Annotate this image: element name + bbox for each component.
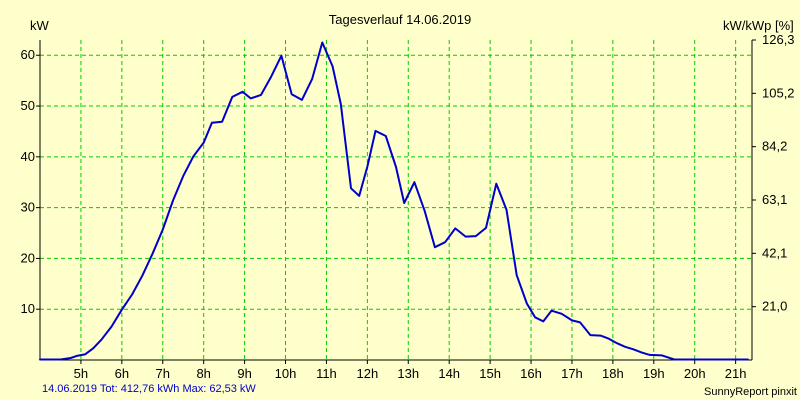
y-tick-label-left: 60 (21, 47, 35, 62)
series-layer (39, 41, 749, 361)
chart-title: Tagesverlauf 14.06.2019 (329, 12, 471, 27)
y-tick-label-left: 30 (21, 200, 35, 215)
x-tick-label: 15h (479, 366, 501, 381)
x-tick-label: 20h (684, 366, 706, 381)
x-tick-label: 5h (74, 366, 88, 381)
y-axis-left-label: kW (30, 18, 50, 33)
x-tick-label: 13h (397, 366, 419, 381)
x-tick-label: 19h (643, 366, 665, 381)
x-tick-label: 8h (196, 366, 210, 381)
tick-layer: 10 20 30 40 50 60 21,0 42,1 63,1 84,2 105,2 126,3 5h… (21, 32, 795, 381)
y-tick-label-right: 105,2 (762, 85, 795, 100)
x-tick-label: 16h (520, 366, 542, 381)
y-tick-label-left: 20 (21, 250, 35, 265)
footer-summary: 14.06.2019 Tot: 412,76 kWh Max: 62,53 kW (42, 383, 256, 395)
y-tick-label-right: 21,0 (762, 299, 787, 314)
y-tick-label-right: 126,3 (762, 32, 795, 47)
y-tick-label-right: 84,2 (762, 139, 787, 154)
y-tick-label-right: 42,1 (762, 245, 787, 260)
y-tick-label-right: 63,1 (762, 192, 787, 207)
x-tick-label: 21h (725, 366, 747, 381)
y-tick-label-left: 10 (21, 301, 35, 316)
plot-background (40, 40, 752, 360)
x-tick-label: 12h (357, 366, 379, 381)
y-tick-label-left: 50 (21, 98, 35, 113)
y-tick-label-left: 40 (21, 149, 35, 164)
grid-layer (40, 40, 752, 360)
x-tick-label: 18h (602, 366, 624, 381)
series-line-0 (39, 41, 749, 361)
x-tick-label: 7h (156, 366, 170, 381)
x-tick-label: 6h (115, 366, 129, 381)
x-tick-label: 10h (275, 366, 297, 381)
x-tick-label: 11h (316, 366, 337, 381)
x-tick-label: 14h (438, 366, 460, 381)
footer-credit: SunnyReport pinxit (704, 386, 797, 398)
x-tick-label: 17h (561, 366, 583, 381)
x-tick-label: 9h (237, 366, 251, 381)
y-axis-right-label: kW/kWp [%] (723, 18, 794, 33)
